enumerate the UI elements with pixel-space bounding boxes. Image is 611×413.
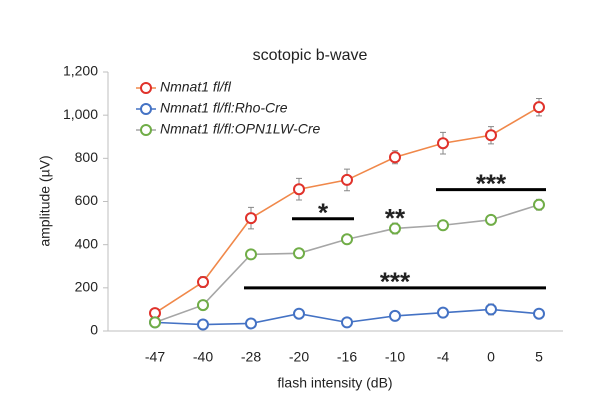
y-tick-label: 400: [75, 235, 99, 251]
point: [485, 303, 497, 316]
chart-title: scotopic b-wave: [253, 47, 368, 64]
y-tick-label: 600: [75, 192, 99, 208]
point: [437, 306, 449, 319]
point: [197, 318, 209, 331]
x-tick-label: -40: [193, 349, 213, 365]
legend-marker: [140, 103, 152, 115]
x-tick-label: -28: [241, 349, 261, 365]
x-tick-label: 5: [535, 349, 543, 365]
legend-marker: [140, 124, 152, 136]
point: [245, 248, 257, 261]
series-line: [154, 106, 540, 314]
point: [293, 247, 305, 260]
point: [341, 316, 353, 329]
point: [245, 212, 257, 225]
series-line: [154, 203, 540, 324]
x-tick-label: -10: [385, 349, 405, 365]
x-tick-label: 0: [487, 349, 495, 365]
point: [533, 198, 545, 211]
y-tick-label: 1,200: [63, 63, 98, 79]
point: [293, 307, 305, 320]
point: [341, 233, 353, 246]
point: [197, 276, 209, 289]
point: [293, 183, 305, 196]
significance-label: *: [318, 198, 329, 228]
significance-label: ***: [476, 169, 507, 199]
x-axis-label: flash intensity (dB): [277, 375, 392, 391]
point: [437, 137, 449, 150]
point: [197, 299, 209, 312]
legend-label: Nmnat1 fl/fl:OPN1LW-Cre: [160, 121, 320, 137]
point: [389, 309, 401, 322]
point: [533, 101, 545, 114]
point: [341, 173, 353, 186]
point: [149, 316, 161, 329]
point: [533, 307, 545, 320]
y-axis-label: amplitude (µV): [37, 155, 53, 246]
legend: Nmnat1 fl/fl Nmnat1 fl/fl:Rho-Cre Nmnat1 f…: [136, 79, 320, 137]
y-tick-label: 800: [75, 149, 99, 165]
point: [389, 222, 401, 235]
x-tick-label: -16: [337, 349, 357, 365]
x-tick-label: -20: [289, 349, 309, 365]
legend-label: Nmnat1 fl/fl:Rho-Cre: [160, 100, 288, 116]
y-tick-label: 0: [90, 322, 98, 338]
significance-label: ***: [380, 267, 411, 297]
point: [389, 151, 401, 164]
point: [437, 219, 449, 232]
legend-marker: [140, 82, 152, 94]
point: [485, 129, 497, 142]
point: [245, 317, 257, 330]
y-tick-label: 200: [75, 279, 99, 295]
point: [485, 213, 497, 226]
x-tick-label: -4: [437, 349, 450, 365]
legend-label: Nmnat1 fl/fl: [160, 79, 232, 95]
significance-label: **: [385, 203, 406, 233]
x-tick-label: -47: [145, 349, 165, 365]
y-tick-label: 1,000: [63, 106, 98, 122]
